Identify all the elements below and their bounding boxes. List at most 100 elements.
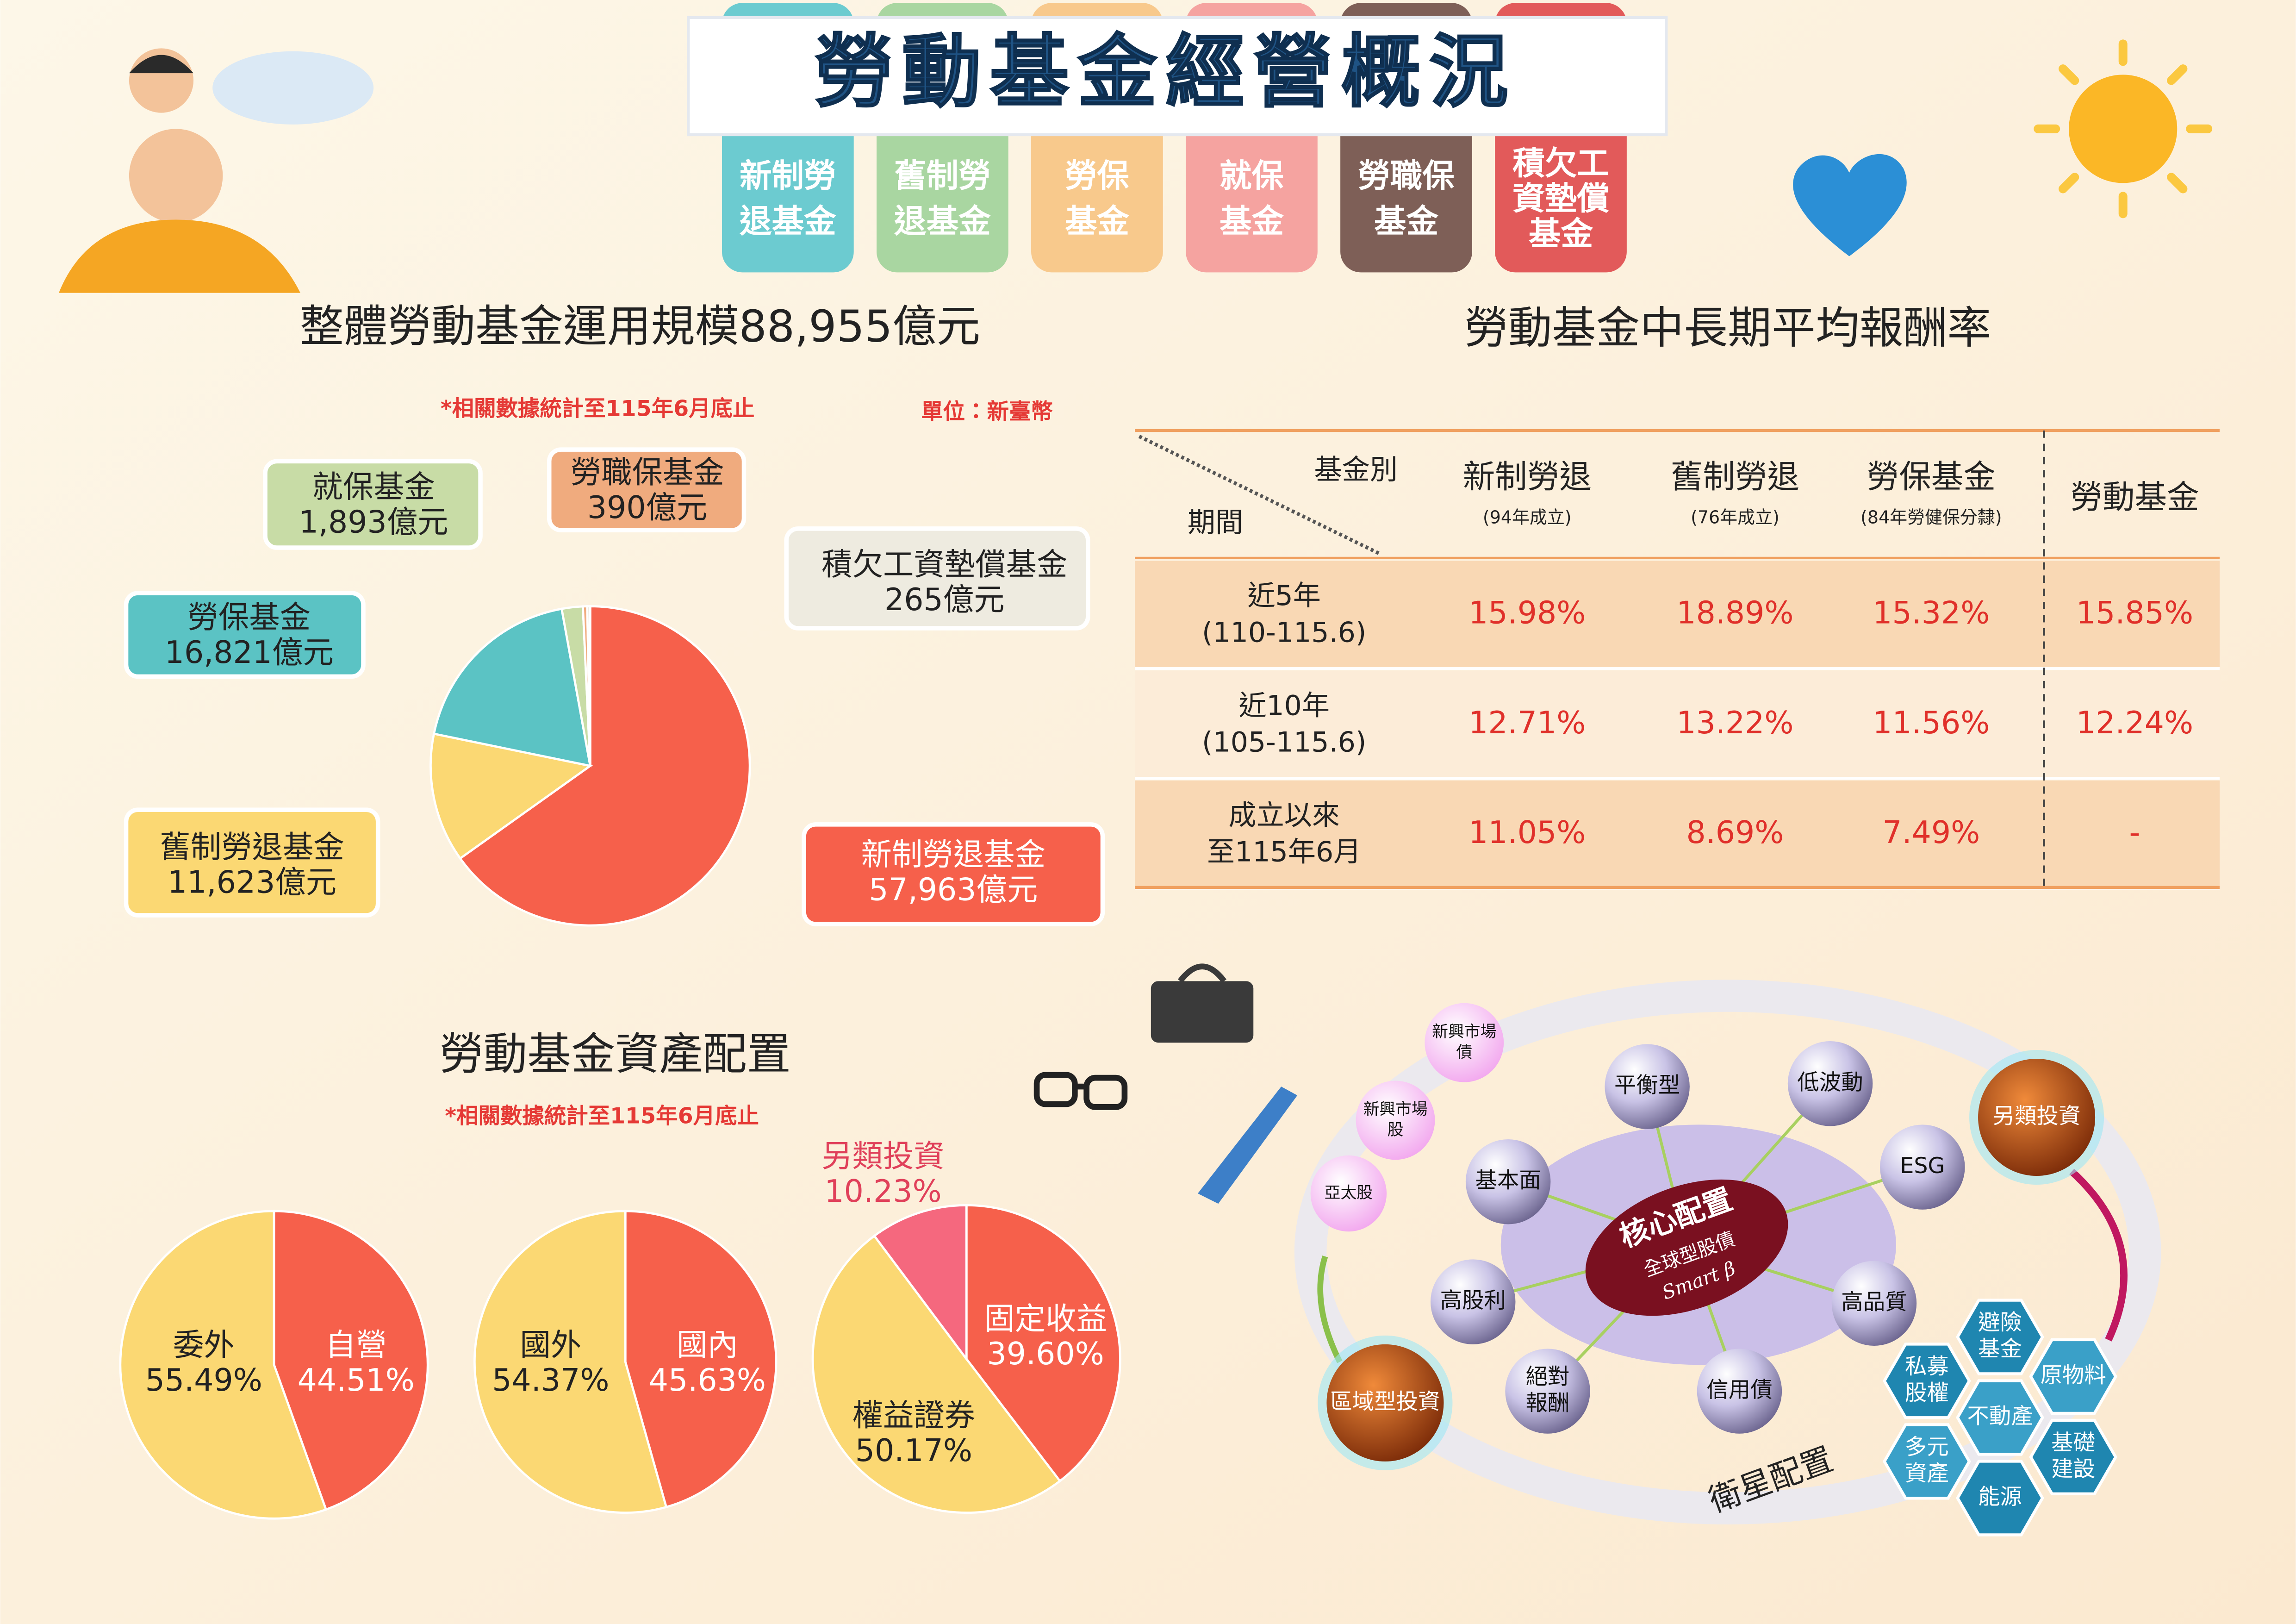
slice-label: 積欠工資墊償基金: [821, 546, 1067, 582]
alternative-label: 能源: [1978, 1484, 2022, 1510]
market-label: 股: [1388, 1121, 1404, 1139]
tab-label: 基金: [1220, 202, 1284, 240]
tab-label: 退基金: [739, 202, 836, 240]
chart-note: *相關數據統計至115年6月底止: [441, 396, 755, 422]
pie-slice: [459, 605, 751, 927]
corner-diagonal: [1138, 435, 1381, 556]
return-value: 15.85%: [2076, 595, 2193, 631]
column-header: 新制勞退: [1463, 458, 1592, 495]
return-value: 12.24%: [2076, 705, 2193, 741]
title-box: [687, 16, 1668, 137]
market-label: 新興市場: [1363, 1100, 1428, 1119]
slice-label: 就保基金: [312, 469, 435, 505]
pie-slice: [872, 1204, 968, 1362]
slice-value: 54.37%: [492, 1362, 609, 1398]
tab-label: 基金: [1374, 202, 1439, 240]
return-value: 12.71%: [1468, 705, 1586, 741]
alternative-label: 原物料: [2040, 1362, 2106, 1388]
alternative-hex: [1956, 1460, 2044, 1537]
period-label: 近5年: [1247, 580, 1320, 612]
market-label: 新興市場: [1432, 1023, 1496, 1041]
alternative-hex: [1882, 1423, 1971, 1500]
strategy-ball: [1978, 1059, 2096, 1176]
slice-label: 舊制勞退基金: [160, 829, 344, 865]
period-label: (105-115.6): [1202, 726, 1366, 759]
slice-value: 265億元: [884, 581, 1005, 618]
factor-ball: [1697, 1349, 1782, 1434]
slice-value: 390億元: [587, 489, 708, 525]
column-note: (76年成立): [1691, 507, 1780, 527]
factor-label: 高品質: [1841, 1289, 1907, 1315]
slice-label: 新制勞退基金: [861, 837, 1045, 873]
tab-label: 就保: [1220, 157, 1284, 194]
chart-note: *相關數據統計至115年6月底止: [445, 1104, 759, 1129]
pie-slice: [273, 1210, 429, 1511]
slice-label: 自營: [325, 1327, 387, 1363]
alternative-label: 建設: [2051, 1456, 2095, 1482]
pie-slice: [119, 1210, 328, 1520]
alternative-hex: [1882, 1343, 1971, 1419]
alternative-label: 多元: [1905, 1434, 1949, 1460]
return-value: 15.32%: [1873, 595, 1990, 631]
return-value: 11.05%: [1468, 814, 1586, 850]
slice-value: 57,963億元: [869, 871, 1038, 907]
alternative-label: 基金: [1978, 1336, 2022, 1362]
factor-label: 信用債: [1706, 1377, 1772, 1403]
factor-ball: [1787, 1041, 1873, 1126]
factor-label: 報酬: [1526, 1391, 1570, 1416]
period-label: (110-115.6): [1202, 616, 1366, 649]
column-note: (94年成立): [1483, 507, 1572, 527]
corner-row-label: 期間: [1188, 506, 1243, 539]
alternative-label: 資產: [1905, 1461, 1949, 1486]
slice-value: 44.51%: [298, 1362, 415, 1398]
charts: 整體勞動基金運用規模88,955億元 *相關數據統計至115年6月底止 單位：新臺幣…: [119, 301, 1121, 1520]
strategy-ball: [1326, 1344, 1444, 1462]
alternative-label: 基礎: [2051, 1430, 2095, 1455]
illustration-family: [59, 48, 374, 293]
alternative-label: 股權: [1905, 1380, 1949, 1405]
return-value: 13.22%: [1676, 705, 1793, 741]
slice-value: 1,893億元: [299, 504, 448, 540]
pie-slice: [812, 1234, 1062, 1514]
sun: [2034, 39, 2213, 219]
row-background: [1135, 780, 2220, 887]
slice-value: 50.17%: [855, 1432, 972, 1468]
slice-value: 39.60%: [987, 1336, 1104, 1372]
return-value: -: [2129, 814, 2140, 850]
label-box: [124, 591, 366, 679]
factor-label: ESG: [1900, 1153, 1945, 1179]
slice-label: 勞職保基金: [571, 454, 724, 490]
alternative-hex: [2029, 1338, 2118, 1415]
tab-label: 基金: [1529, 215, 1593, 252]
market-label: 亞太股: [1325, 1184, 1373, 1202]
column-header: 勞動基金: [2070, 479, 2199, 516]
market-bubble: [1425, 1003, 1504, 1082]
factor-ball: [1465, 1139, 1551, 1224]
pie-slice: [432, 607, 592, 768]
factor-label: 低波動: [1797, 1070, 1863, 1095]
illustration-bag: [1151, 963, 1254, 1043]
arrow: [2069, 1168, 2128, 1342]
period-label: 至115年6月: [1207, 836, 1361, 868]
heart: [1793, 154, 1907, 256]
slice-value: 16,821億元: [165, 634, 334, 670]
slice-value: 45.63%: [649, 1362, 766, 1398]
tab-label: 基金: [1065, 202, 1130, 240]
satellite-ring: [1294, 980, 2161, 1524]
column-note: (84年勞健保分隸): [1860, 507, 2002, 527]
pie-slice: [965, 1204, 1121, 1483]
tab-label: 退基金: [894, 202, 991, 240]
market-bubble: [1310, 1155, 1387, 1232]
factor-label: 絕對: [1526, 1364, 1570, 1390]
alternative-hex: [1956, 1379, 2044, 1456]
slice-value: 11,623億元: [168, 864, 336, 900]
tab-label: 勞職保: [1358, 157, 1455, 194]
factor-ball: [1505, 1349, 1590, 1434]
table-title: 勞動基金中長期平均報酬率: [1464, 303, 1991, 354]
column-header: 舊制勞退: [1671, 458, 1799, 495]
corner-column-label: 基金別: [1314, 454, 1398, 486]
